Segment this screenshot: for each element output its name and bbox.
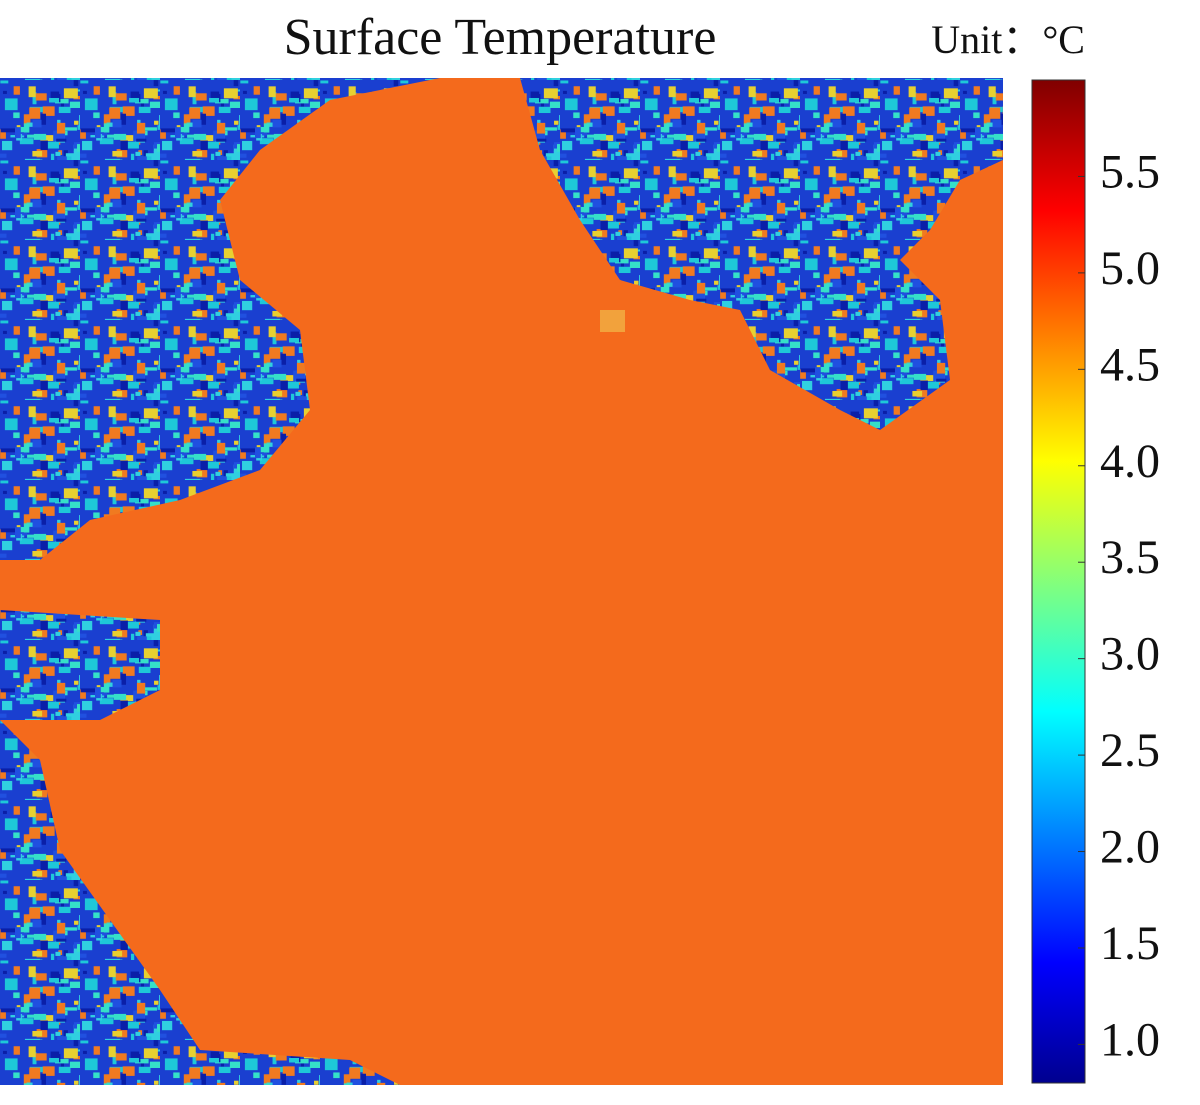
tick-label: 1.5 <box>1100 917 1160 970</box>
tick-label: 4.5 <box>1100 338 1160 391</box>
map <box>0 78 1003 1085</box>
unit-label: Unit：°C <box>931 17 1085 62</box>
tick-label: 3.0 <box>1100 628 1160 681</box>
tick-label: 2.5 <box>1100 724 1160 777</box>
tick-label: 5.0 <box>1100 242 1160 295</box>
colorbar <box>1031 79 1086 1084</box>
tick-label: 2.0 <box>1100 821 1160 874</box>
land <box>0 78 440 560</box>
land <box>0 610 160 720</box>
land <box>520 78 1003 430</box>
islet <box>600 310 625 332</box>
colorbar-ticks: 1.0 1.5 2.0 2.5 3.0 3.5 4.0 4.5 5.0 5.5 <box>1078 145 1160 1066</box>
title: Surface Temperature <box>284 9 717 66</box>
tick-label: 1.0 <box>1100 1013 1160 1066</box>
tick-label: 5.5 <box>1100 145 1160 198</box>
land <box>0 720 400 1085</box>
tick-label: 3.5 <box>1100 531 1160 584</box>
tick-label: 4.0 <box>1100 435 1160 488</box>
